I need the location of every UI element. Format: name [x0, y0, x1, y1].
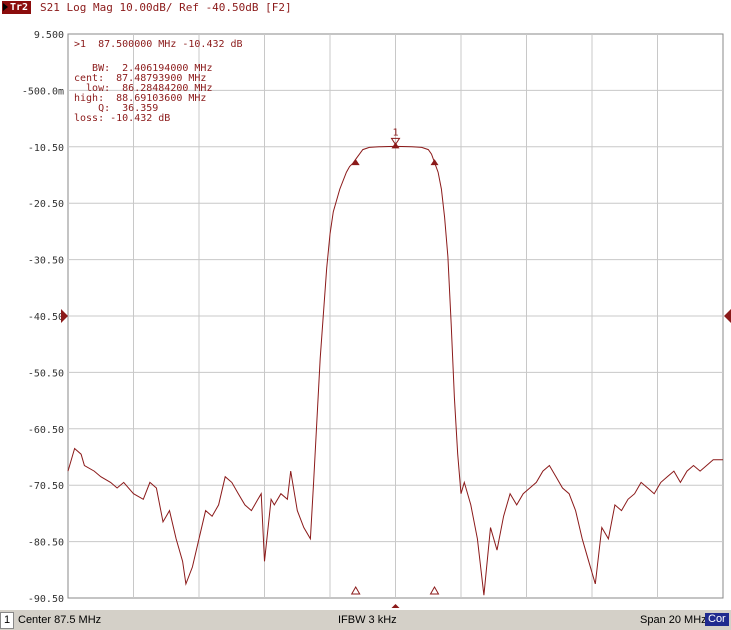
- y-tick-label: -60.50: [28, 425, 64, 436]
- y-tick-label: -70.50: [28, 481, 64, 492]
- readout-line1: >1 87.500000 MHz -10.432 dB: [74, 39, 243, 50]
- readout-low: low: 86.28484200 MHz: [74, 83, 212, 94]
- y-tick-label: 9.500: [34, 30, 64, 41]
- bottom-marker-indicator: [350, 585, 361, 595]
- markers: 1: [61, 127, 731, 608]
- bottom-marker-indicator: [391, 604, 400, 608]
- y-tick-label: -20.50: [28, 199, 64, 210]
- trace-title: S21 Log Mag 10.00dB/ Ref -40.50dB [F2]: [40, 1, 292, 14]
- active-marker-pointer: [390, 137, 401, 146]
- marker-label: 1: [392, 127, 398, 138]
- reference-level-right-icon: [724, 309, 731, 323]
- y-tick-label: -50.50: [28, 368, 64, 379]
- status-bar: 1 Center 87.5 MHz IFBW 3 kHz Span 20 MHz…: [0, 610, 731, 630]
- y-tick-label: -30.50: [28, 256, 64, 267]
- readout-cent: cent: 87.48793900 MHz: [74, 73, 206, 84]
- marker-triangle: [391, 142, 400, 149]
- y-tick-label: -80.50: [28, 538, 64, 549]
- ifbw-setting[interactable]: IFBW 3 kHz: [338, 614, 397, 626]
- grid: [67, 33, 724, 599]
- readout-bw: BW: 2.406194000 MHz: [74, 63, 212, 74]
- readout-q: Q: 36.359: [74, 103, 158, 114]
- readout-loss: loss: -10.432 dB: [74, 113, 170, 124]
- readout-high: high: 88.69103600 MHz: [74, 93, 206, 104]
- y-tick-labels: 9.500 -500.0m -10.50 -20.50 -30.50 -40.50 -50.…: [22, 30, 64, 605]
- bottom-marker-indicator: [429, 585, 440, 595]
- y-tick-label: -90.50: [28, 594, 64, 605]
- y-tick-label: -10.50: [28, 143, 64, 154]
- correction-badge[interactable]: Cor: [705, 613, 729, 626]
- plot-area[interactable]: 9.500 -500.0m -10.50 -20.50 -30.50 -40.50 -50.…: [0, 16, 731, 608]
- marker-readout: >1 87.500000 MHz -10.432 dB BW: 2.406194…: [74, 39, 243, 124]
- center-frequency[interactable]: Center 87.5 MHz: [18, 614, 102, 626]
- reference-level-left-icon: [61, 309, 68, 323]
- trace-header: Tr2 S21 Log Mag 10.00dB/ Ref -40.50dB [F…: [0, 0, 731, 16]
- y-tick-label: -500.0m: [22, 86, 64, 97]
- marker-triangle: [430, 159, 439, 166]
- y-tick-label: -40.50: [28, 312, 64, 323]
- marker-triangle: [351, 159, 360, 166]
- channel-number[interactable]: 1: [0, 612, 14, 629]
- trace-tag[interactable]: Tr2: [2, 1, 32, 14]
- span-setting[interactable]: Span 20 MHz: [640, 614, 707, 626]
